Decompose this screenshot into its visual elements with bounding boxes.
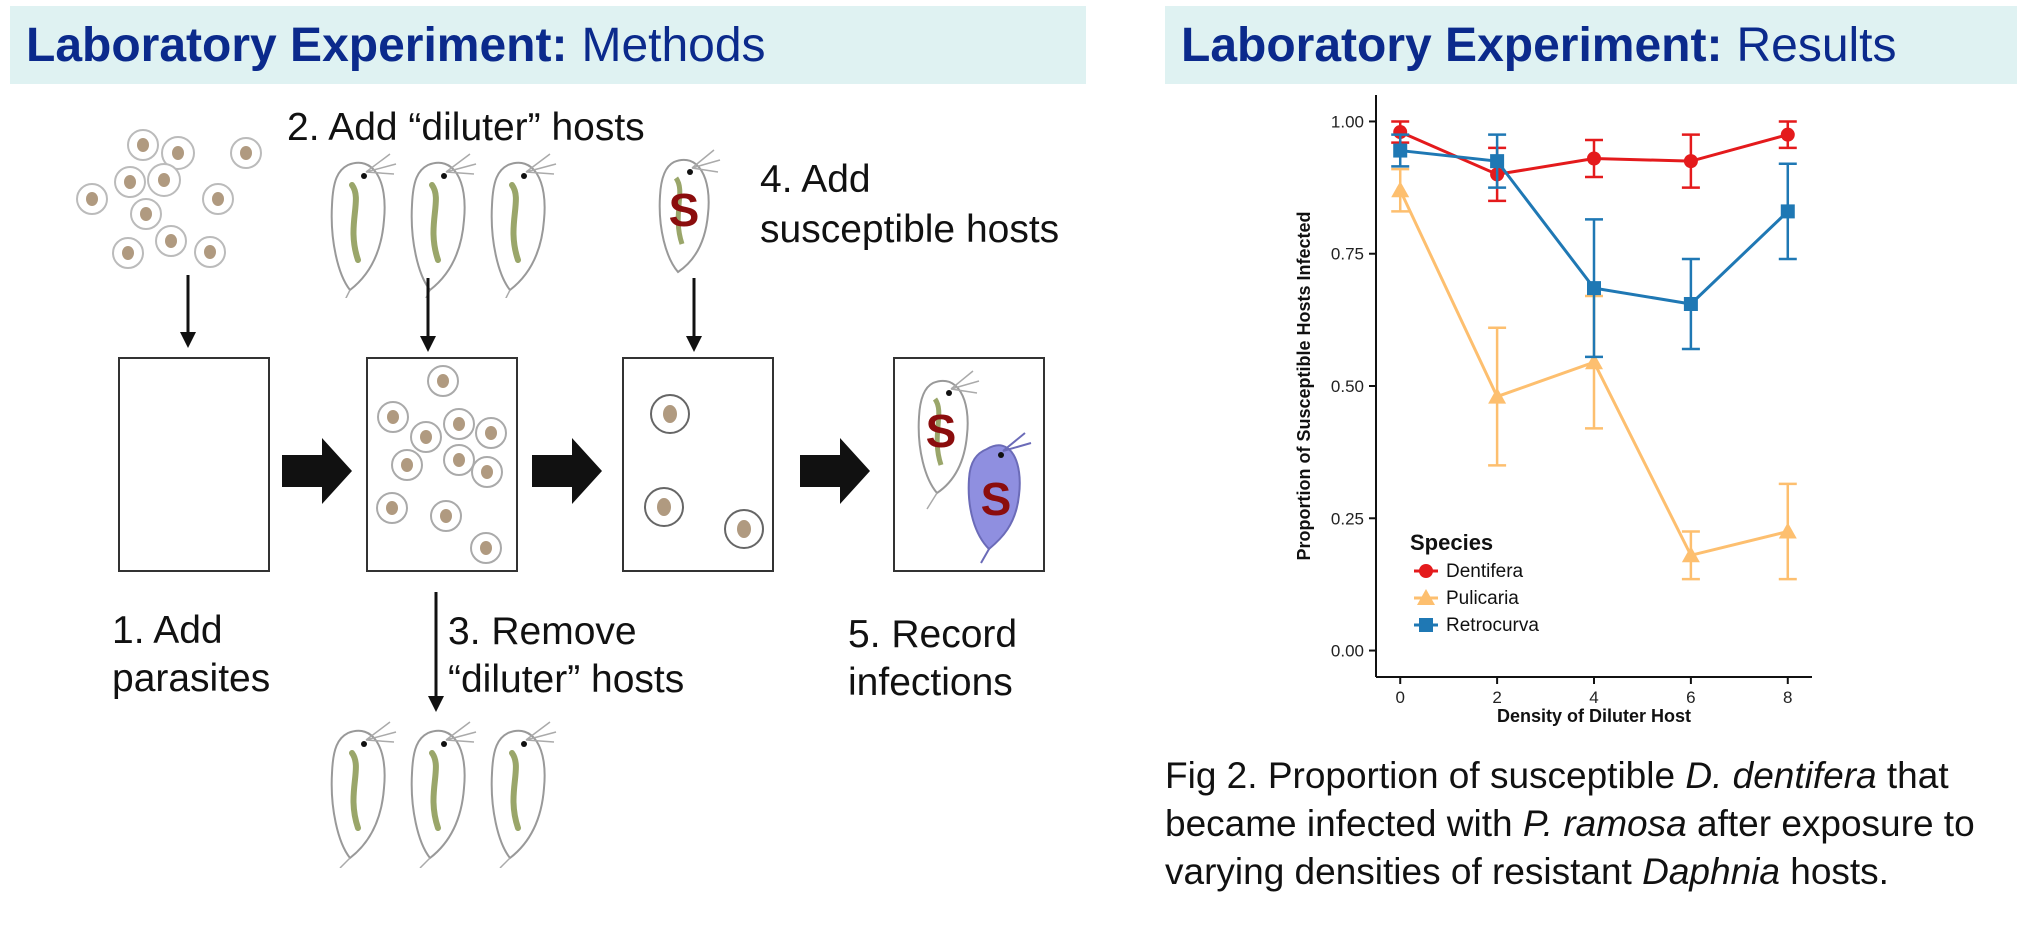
series-retrocurva [1391, 133, 1797, 359]
legend-title: Species [1410, 530, 1493, 555]
data-point-pulicaria [1681, 546, 1700, 563]
step2-label: 2. Add “diluter” hosts [287, 106, 645, 149]
step1-label-line2: parasites [112, 657, 271, 700]
parasite-spores-panel3 [644, 394, 764, 549]
results-header: Laboratory Experiment: Results [1165, 6, 2017, 84]
x-tick-label: 8 [1783, 688, 1792, 707]
y-tick-label: 0.50 [1331, 377, 1364, 396]
series-dentifera [1391, 120, 1797, 203]
caption-species-1: D. dentifera [1685, 755, 1877, 796]
caption-text-4: hosts. [1779, 851, 1889, 892]
data-point-pulicaria [1391, 181, 1410, 198]
data-point-retrocurva [1780, 204, 1795, 219]
step3-label-line1: 3. Remove [448, 610, 637, 653]
methods-header-rest: Methods [581, 18, 766, 72]
panel-step1 [118, 357, 270, 572]
data-point-dentifera [1683, 154, 1698, 169]
methods-header: Laboratory Experiment: Methods [10, 6, 1086, 84]
x-tick-label: 4 [1589, 688, 1598, 707]
y-tick-label: 1.00 [1331, 112, 1364, 131]
step4-label-line2: susceptible hosts [760, 208, 1060, 251]
y-tick-label: 0.00 [1331, 642, 1364, 661]
methods-header-bold: Laboratory Experiment: [26, 18, 568, 72]
figure-caption: Fig 2. Proportion of susceptible D. dent… [1165, 752, 2035, 896]
y-tick-label: 0.75 [1331, 245, 1364, 264]
data-point-retrocurva [1490, 154, 1505, 169]
data-point-pulicaria [1585, 353, 1603, 370]
parasite-spores-cluster [76, 129, 262, 269]
susceptible-host-top: S [658, 149, 721, 274]
x-tick-label: 0 [1395, 688, 1404, 707]
diluter-hosts-bottom [330, 721, 557, 868]
data-point-retrocurva [1393, 143, 1408, 158]
data-point-retrocurva [1587, 281, 1601, 296]
infection-line-chart: 0.00 0.25 0.50 0.75 1.00 0 2 4 6 8 Density of Dilu… [1294, 95, 1812, 726]
susceptible-mark-top: S [669, 184, 700, 236]
series-pulicaria [1391, 167, 1797, 581]
legend-label-retrocurva: Retrocurva [1446, 615, 1539, 636]
caption-text-2: that became infected with [1165, 755, 1949, 844]
caption-parasite: P. ramosa [1522, 803, 1687, 844]
data-point-dentifera [1587, 151, 1601, 166]
step1-label-line1: 1. Add [112, 609, 223, 652]
panel-step2 [366, 357, 518, 572]
x-tick-label: 2 [1492, 688, 1501, 707]
step3-label-line2: “diluter” hosts [448, 658, 685, 701]
data-point-retrocurva [1683, 296, 1698, 311]
data-point-pulicaria [1778, 522, 1797, 539]
x-axis-label: Density of Diluter Host [1497, 706, 1691, 726]
results-header-bold: Laboratory Experiment: [1181, 18, 1723, 72]
x-tick-label: 6 [1686, 688, 1695, 707]
caption-genus: Daphnia [1642, 851, 1780, 892]
step5-label-line2: infections [848, 661, 1013, 704]
panel-step3 [622, 357, 774, 572]
block-arrow-2 [532, 438, 602, 504]
step5-label-line1: 5. Record [848, 613, 1018, 656]
step4-label-line1: 4. Add [760, 158, 871, 201]
data-point-dentifera [1780, 127, 1795, 142]
susceptible-mark-infected-2: S [981, 473, 1012, 525]
parasite-spores-panel2 [376, 365, 507, 564]
diluter-hosts-top [330, 153, 557, 298]
infected-hosts: S S [917, 370, 1032, 564]
panel-step5: S S [893, 357, 1045, 572]
block-arrow-1 [282, 438, 352, 504]
susceptible-mark-infected: S [926, 405, 957, 457]
legend-label-dentifera: Dentifera [1446, 561, 1524, 582]
caption-text-3: after exposure to varying densities of r… [1165, 803, 1975, 892]
results-header-rest: Results [1736, 18, 1897, 72]
legend-label-pulicaria: Pulicaria [1446, 588, 1519, 609]
y-tick-label: 0.25 [1331, 509, 1364, 528]
y-axis-label: Proportion of Susceptible Hosts Infected [1294, 211, 1314, 560]
data-point-pulicaria [1488, 387, 1507, 404]
block-arrow-3 [800, 438, 870, 504]
caption-text-1: Fig 2. Proportion of susceptible [1165, 755, 1686, 796]
